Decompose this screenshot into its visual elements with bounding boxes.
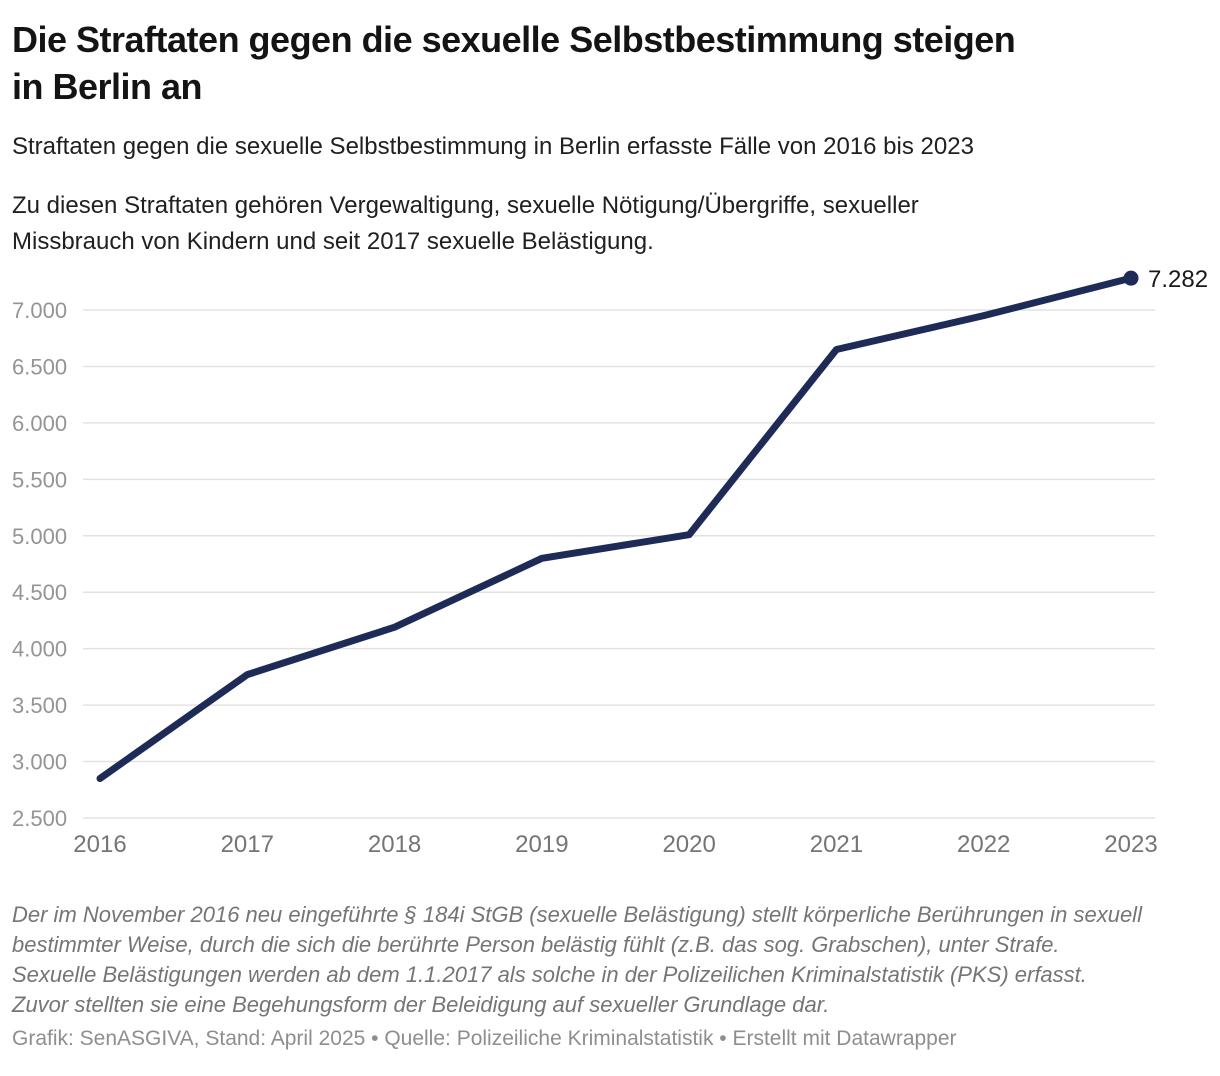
x-tick-label: 2018: [368, 831, 421, 858]
page-title: Die Straftaten gegen die sexuelle Selbst…: [12, 0, 1208, 110]
y-tick-label: 4.000: [12, 637, 67, 662]
y-tick-label: 5.500: [12, 467, 67, 492]
chart-footer: Der im November 2016 neu eingeführte § 1…: [12, 900, 1208, 1052]
chart-description: Zu diesen Straftaten gehören Vergewaltig…: [12, 188, 1208, 260]
y-tick-label: 3.000: [12, 750, 67, 775]
data-line: [96, 274, 1135, 782]
x-tick-label: 2023: [1104, 831, 1157, 858]
footnote-line: Sexuelle Belästigungen werden ab dem 1.1…: [12, 962, 1087, 987]
y-tick-label: 3.500: [12, 693, 67, 718]
end-value-label: 7.282: [1148, 266, 1208, 293]
y-tick-label: 6.500: [12, 354, 67, 379]
description-line-2: Missbrauch von Kindern und seit 2017 sex…: [12, 228, 654, 255]
chart-header: Die Straftaten gegen die sexuelle Selbst…: [12, 0, 1208, 260]
footnote-line: bestimmter Weise, durch die sich die ber…: [12, 932, 1060, 957]
source-line: Grafik: SenASGIVA, Stand: April 2025 • Q…: [12, 1027, 957, 1050]
end-point-marker: [1123, 270, 1139, 286]
x-tick-label: 2019: [515, 831, 568, 858]
title-line-1: Die Straftaten gegen die sexuelle Selbst…: [12, 19, 1016, 60]
x-tick-label: 2022: [957, 831, 1010, 858]
footnote-line: Zuvor stellten sie eine Begehungsform de…: [12, 992, 830, 1017]
footnote-line: Der im November 2016 neu eingeführte § 1…: [12, 902, 1142, 927]
y-tick-label: 4.500: [12, 580, 67, 605]
x-tick-label: 2017: [221, 831, 274, 858]
y-tick-label: 5.000: [12, 524, 67, 549]
title-line-2: in Berlin an: [12, 66, 203, 107]
y-tick-label: 6.000: [12, 411, 67, 436]
description-line-1: Zu diesen Straftaten gehören Vergewaltig…: [12, 192, 919, 219]
x-tick-label: 2016: [73, 831, 126, 858]
x-tick-label: 2020: [662, 831, 715, 858]
chart-subtitle: Straftaten gegen die sexuelle Selbstbest…: [12, 133, 974, 160]
x-tick-label: 2021: [810, 831, 863, 858]
y-tick-label: 2.500: [12, 806, 67, 831]
line-chart: 7.000 6.500 6.000 5.500 5.000 4.500 4.000 3.500…: [12, 266, 1208, 858]
chart-footnote: Der im November 2016 neu eingeführte § 1…: [12, 900, 1208, 1020]
y-tick-label: 7.000: [12, 298, 67, 323]
